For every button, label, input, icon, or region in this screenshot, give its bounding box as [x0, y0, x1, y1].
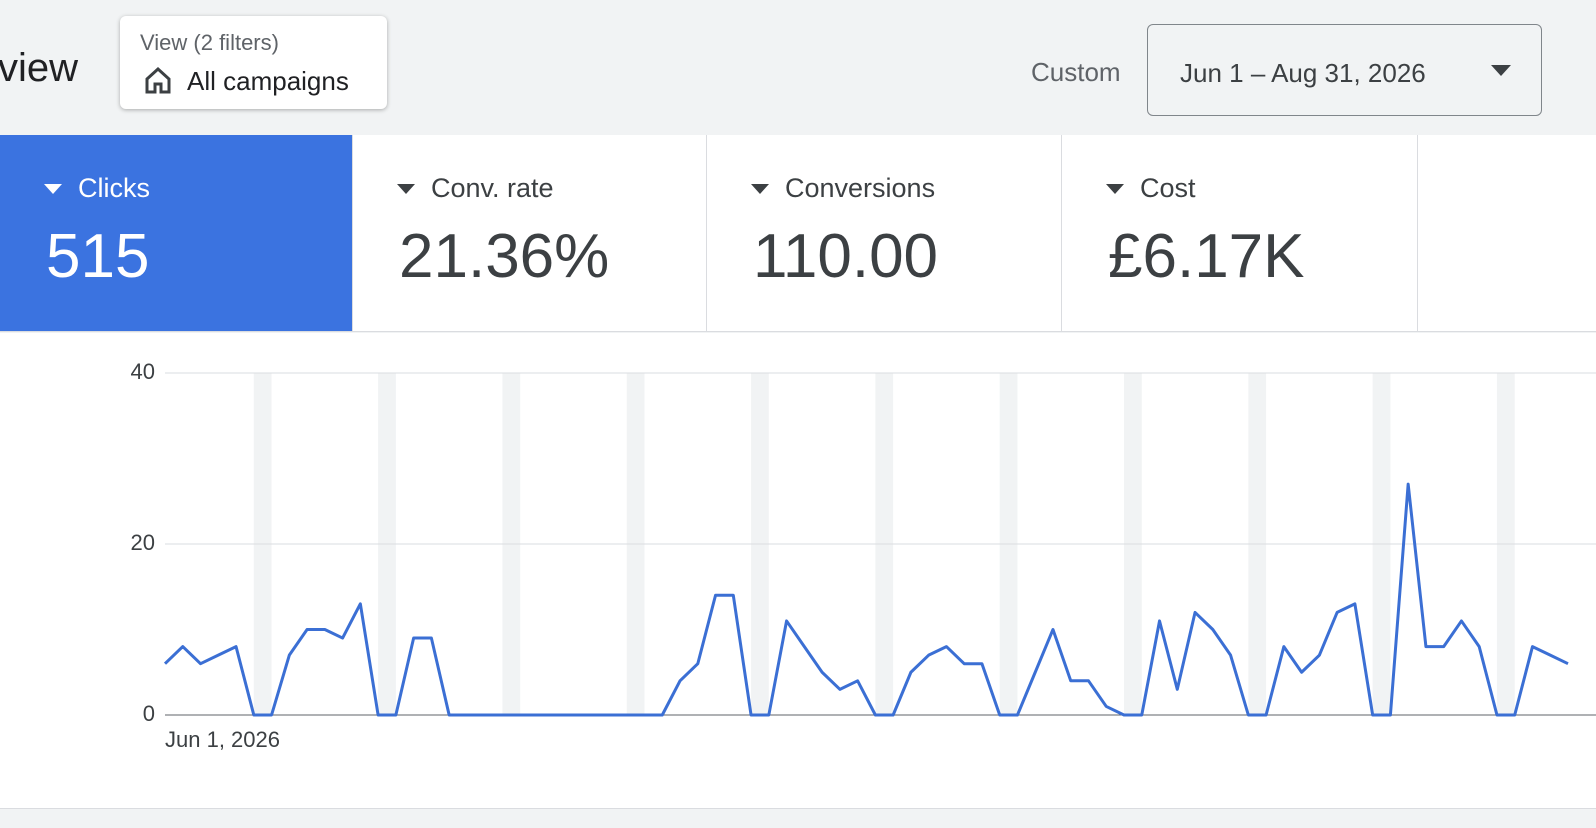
caret — [397, 184, 415, 194]
metric-card[interactable]: Conv. rate 21.36% — [353, 135, 707, 332]
metric-name: Conversions — [785, 173, 936, 203]
page-title: view — [0, 46, 79, 90]
filter-value: All campaigns — [187, 66, 349, 96]
metric-card[interactable]: Clicks 515 — [0, 135, 353, 332]
metric-name: Conv. rate — [431, 173, 554, 203]
metric-name: Cost — [1140, 173, 1196, 203]
metric-value: 515 — [46, 222, 150, 291]
caret — [1106, 184, 1124, 194]
y-tick-label: 0 — [143, 701, 155, 726]
dropdown-arrow — [1491, 65, 1511, 76]
metric-value: 110.00 — [753, 222, 939, 291]
metric-value: 21.36% — [399, 222, 610, 291]
y-tick-label: 20 — [131, 530, 155, 555]
metric-value: £6.17K — [1108, 222, 1305, 291]
home-icon — [145, 66, 171, 94]
campaign-filter[interactable]: View (2 filters) All campaigns — [120, 16, 387, 109]
caret — [44, 184, 62, 194]
range-label: Custom — [1031, 57, 1121, 87]
caret — [751, 184, 769, 194]
date-range: Jun 1 – Aug 31, 2026 — [1180, 58, 1426, 88]
y-tick-label: 40 — [131, 359, 155, 384]
date-picker[interactable]: Jun 1 – Aug 31, 2026 — [1147, 24, 1542, 116]
clicks-line — [163, 482, 1569, 717]
chart: 0 20 40 Jun 1, 2026 — [0, 333, 1596, 809]
x-tick-label: Jun 1, 2026 — [165, 727, 280, 752]
metric-card[interactable] — [1418, 135, 1596, 332]
metric-card[interactable]: Cost £6.17K — [1062, 135, 1418, 332]
metric-name: Clicks — [78, 173, 150, 203]
metric-card[interactable]: Conversions 110.00 — [707, 135, 1062, 332]
filter-label: View (2 filters) — [140, 30, 279, 55]
